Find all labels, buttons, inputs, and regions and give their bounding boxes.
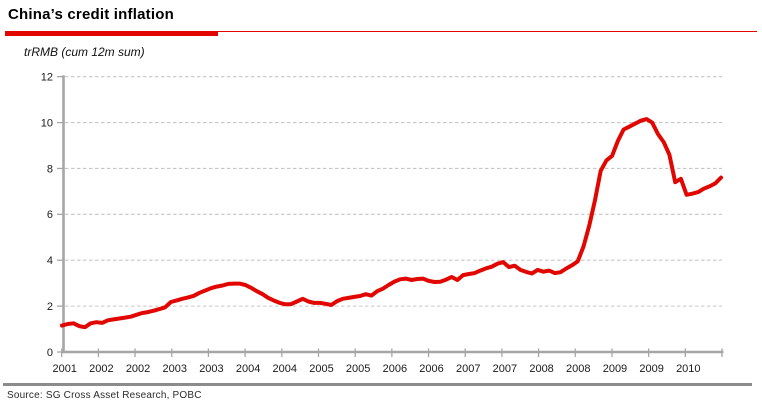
x-tick-label-7: 2005 xyxy=(309,363,333,375)
title-rule-thick xyxy=(5,31,218,36)
series-line-credit xyxy=(60,117,723,330)
y-tick-label-8: 8 xyxy=(47,163,53,175)
chart-title: China’s credit inflation xyxy=(8,6,174,23)
x-tick-label-15: 2009 xyxy=(603,363,627,375)
x-tick-label-6: 2004 xyxy=(273,363,297,375)
x-tick-label-8: 2005 xyxy=(346,363,370,375)
y-tick-label-0: 0 xyxy=(47,347,53,359)
x-tick-label-3: 2003 xyxy=(163,363,187,375)
x-tick-label-17: 2010 xyxy=(676,363,700,375)
y-tick-label-6: 6 xyxy=(47,209,53,221)
y-tick-label-12: 12 xyxy=(41,72,53,84)
x-tick-label-11: 2007 xyxy=(456,363,480,375)
y-tick-label-4: 4 xyxy=(47,255,53,267)
x-tick-label-5: 2004 xyxy=(236,363,260,375)
x-tick-label-2: 2002 xyxy=(126,363,150,375)
x-tick-label-0: 2001 xyxy=(52,363,76,375)
credit-inflation-line-chart: 0 2 4 6 8 10 12 2001 2002 2002 2003 2003 2004 2004 200… xyxy=(41,72,724,375)
title-rule-thin xyxy=(5,31,757,33)
y-tick-label-10: 10 xyxy=(41,117,53,129)
footer-separator xyxy=(3,383,752,386)
x-tick-label-1: 2002 xyxy=(89,363,113,375)
x-tick-label-14: 2008 xyxy=(566,363,590,375)
y-axis-units-note: trRMB (cum 12m sum) xyxy=(24,45,145,59)
x-tick-label-9: 2006 xyxy=(383,363,407,375)
x-tick-label-16: 2009 xyxy=(639,363,663,375)
x-tick-label-13: 2008 xyxy=(529,363,553,375)
y-tick-label-2: 2 xyxy=(47,301,53,313)
x-tick-label-4: 2003 xyxy=(199,363,223,375)
x-tick-label-12: 2007 xyxy=(493,363,517,375)
x-tick-label-10: 2006 xyxy=(419,363,443,375)
source-text: Source: SG Cross Asset Research, POBC xyxy=(7,390,202,401)
